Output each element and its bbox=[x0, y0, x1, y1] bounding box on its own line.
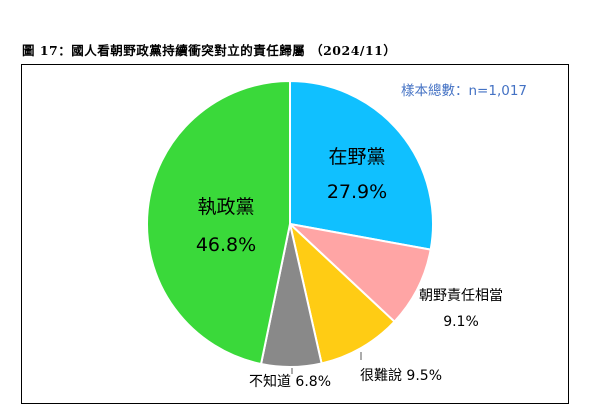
chart-frame bbox=[21, 64, 569, 404]
slice-label-1: 朝野責任相當 bbox=[419, 288, 503, 304]
slice-value-4: 46.8% bbox=[196, 234, 256, 256]
pie-slice-0 bbox=[289, 79, 434, 251]
slice-label-3: 不知道 6.8% bbox=[249, 373, 331, 390]
leader-lines bbox=[291, 352, 362, 374]
pie-slice-4 bbox=[145, 79, 291, 366]
slice-labels: 在野黨 27.9% 朝野責任相當 9.1% 很難說 9.5% 不知道 6.8% 執政黨 46.… bbox=[196, 146, 503, 390]
pie-slice-2 bbox=[288, 221, 396, 365]
sample-size-note: 樣本總數：n=1,017 bbox=[401, 83, 528, 99]
slice-label-4: 執政黨 bbox=[197, 196, 254, 218]
figure-title: 圖 17：國人看朝野政黨持續衝突對立的責任歸屬 （2024/11） bbox=[22, 43, 397, 58]
pie-slices bbox=[145, 79, 434, 368]
slice-value-1: 9.1% bbox=[443, 314, 479, 330]
slice-label-0: 在野黨 bbox=[328, 146, 385, 168]
slice-label-2: 很難說 9.5% bbox=[360, 367, 442, 384]
pie-slice-1 bbox=[286, 222, 432, 324]
slice-value-0: 27.9% bbox=[327, 181, 387, 203]
